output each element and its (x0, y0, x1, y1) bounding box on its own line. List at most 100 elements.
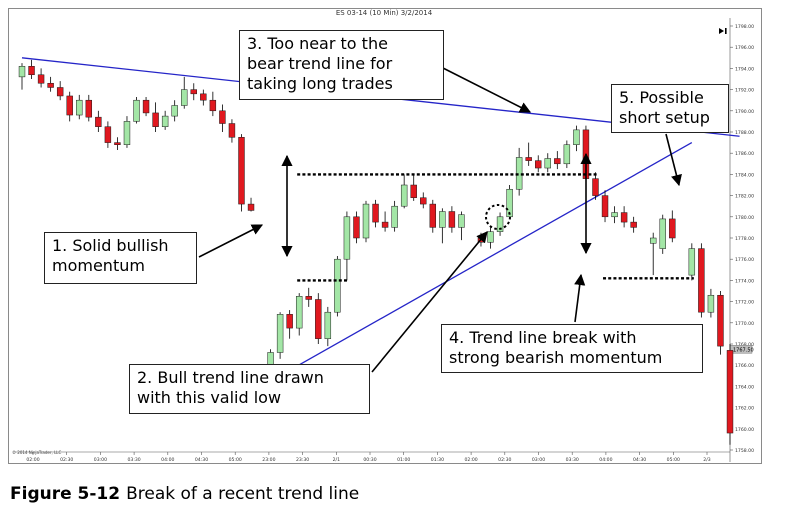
candle-down (219, 110, 226, 124)
candle-up (496, 216, 504, 232)
candle-up (171, 105, 178, 117)
y-tick-label: 1794.00 (735, 66, 754, 72)
candle-up (487, 231, 494, 243)
x-tick-label: 02:00 (26, 457, 39, 463)
y-tick-label: 1770.00 (735, 321, 754, 327)
candle-down (717, 294, 724, 347)
candle-down (601, 195, 609, 218)
candle-down (286, 314, 293, 329)
callout-3: 3. Too near to the bear trend line for t… (239, 30, 444, 100)
x-tick-label: 04:30 (633, 457, 646, 463)
candle-down (114, 142, 121, 145)
figure-title: Break of a recent trend line (126, 484, 360, 504)
arrow-callout-3 (440, 66, 531, 113)
candle-down (620, 212, 628, 223)
candle-down (554, 158, 561, 165)
candle-up (295, 296, 303, 329)
y-tick-label: 1772.00 (735, 300, 754, 306)
candle-down (381, 221, 389, 228)
y-tick-label: 1778.00 (735, 236, 754, 242)
callout-5: 5. Possible short setup (611, 84, 729, 133)
x-tick-label: 03:00 (94, 457, 107, 463)
candle-down (56, 87, 64, 97)
candle-down (669, 218, 676, 239)
callout-4: 4. Trend line break with strong bearish … (441, 324, 703, 373)
candle-up (324, 311, 332, 339)
figure-caption: Figure 5-12 Break of a recent trend line (10, 484, 359, 504)
y-tick-label: 1784.00 (735, 172, 754, 178)
candle-up (76, 99, 83, 116)
arrow-callout-5 (665, 133, 682, 187)
candle-down (353, 216, 360, 239)
candle-up (611, 212, 618, 218)
candle-down (200, 93, 207, 101)
x-tick-label: 02:30 (498, 457, 511, 463)
candle-up (181, 89, 188, 106)
candle-down (372, 203, 379, 223)
candle-up (659, 218, 666, 249)
x-tick-label: 02:30 (60, 457, 73, 463)
y-tick-label: 1774.00 (735, 278, 754, 284)
pause-bar-icon (725, 28, 727, 34)
callout-1: 1. Solid bullish momentum (44, 232, 197, 284)
candle-down (238, 137, 245, 205)
candle-up (649, 237, 657, 244)
valid-low-circle (485, 204, 511, 230)
y-tick-label: 1788.00 (735, 130, 754, 136)
y-tick-label: 1768.00 (735, 342, 754, 348)
x-tick-label: 03:00 (532, 457, 545, 463)
candle-down (28, 66, 35, 76)
x-tick-label: 02:00 (464, 457, 477, 463)
arrow-callout-2 (371, 231, 488, 373)
x-tick-label: 23:30 (296, 457, 309, 463)
candle-down (152, 112, 159, 127)
callout-2: 2. Bull trend line drawn with this valid… (129, 364, 370, 414)
x-tick-label: 05:00 (667, 457, 680, 463)
figure-number: Figure 5-12 (10, 484, 121, 504)
candle-down (190, 89, 197, 95)
x-tick-label: 2/3 (703, 457, 710, 463)
candle-up (439, 211, 446, 228)
candle-down (47, 82, 54, 88)
candle-up (343, 216, 351, 260)
x-tick-label: 01:30 (431, 457, 444, 463)
candle-down (142, 99, 150, 114)
candle-down (726, 350, 734, 434)
y-tick-label: 1762.00 (735, 406, 754, 412)
candle-up (506, 188, 513, 218)
x-tick-label: 03:30 (127, 457, 140, 463)
candle-up (161, 115, 169, 127)
x-tick-label: 00:30 (363, 457, 376, 463)
candle-down (535, 160, 542, 169)
x-tick-label: 04:30 (195, 457, 208, 463)
x-tick-label: 04:00 (161, 457, 174, 463)
candle-up (276, 314, 284, 353)
x-tick-label: 23:00 (262, 457, 275, 463)
candle-up (400, 184, 408, 207)
candle-down (305, 296, 312, 300)
y-tick-label: 1782.00 (735, 194, 754, 200)
candle-up (563, 144, 571, 165)
candle-up (707, 294, 715, 313)
candle-up (18, 66, 26, 78)
candle-down (228, 123, 236, 138)
x-tick-label: 04:00 (599, 457, 612, 463)
candle-down (698, 248, 705, 313)
y-tick-label: 1766.00 (735, 363, 754, 369)
candle-down (85, 99, 93, 118)
arrow-callout-1 (198, 224, 263, 258)
arrow-callout-4 (574, 273, 586, 323)
candle-down (525, 157, 532, 161)
y-tick-label: 1760.00 (735, 427, 754, 433)
candle-down (104, 126, 112, 143)
candle-down (429, 203, 437, 228)
candle-down (247, 203, 255, 211)
y-tick-label: 1758.00 (735, 448, 754, 454)
last-price-label: 1767.50 (733, 347, 754, 353)
window-title: ES 03-14 (10 Min) 3/2/2014 (335, 9, 433, 17)
candle-up (573, 129, 580, 145)
candle-up (334, 258, 341, 313)
x-tick-label: 03:30 (566, 457, 579, 463)
candle-down (37, 74, 45, 84)
